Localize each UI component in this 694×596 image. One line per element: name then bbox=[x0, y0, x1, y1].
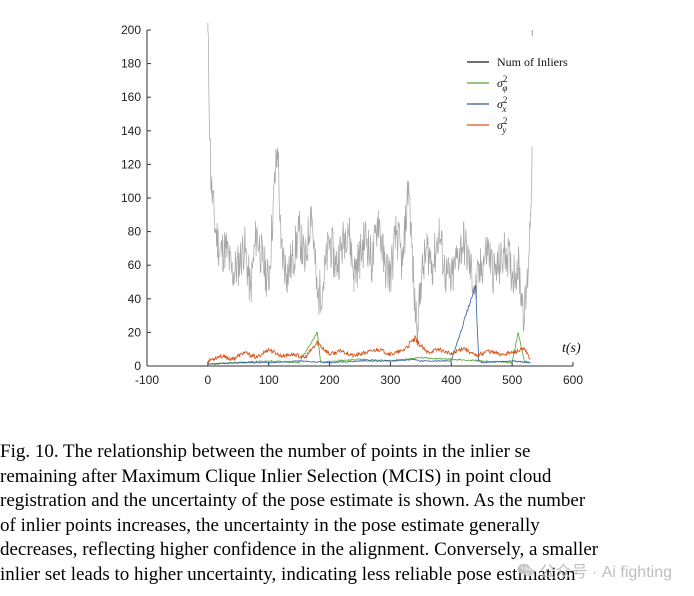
watermark: 公众号 · Ai fighting bbox=[517, 558, 673, 582]
legend-superscript: 2 bbox=[503, 116, 508, 126]
x-tick-label: -100 bbox=[135, 373, 159, 387]
legend-superscript: 2 bbox=[503, 95, 508, 105]
wechat-icon bbox=[517, 563, 534, 577]
caption-line: inlier set leads to higher uncertainty, … bbox=[0, 563, 576, 585]
caption-line: remaining after Maximum Clique Inlier Se… bbox=[0, 465, 552, 487]
series-line-2 bbox=[207, 285, 531, 365]
legend-subscript: φ bbox=[502, 83, 507, 93]
chart-series-layer bbox=[207, 22, 533, 366]
y-tick-label: 160 bbox=[121, 90, 141, 104]
legend-label-3: σ2 y bbox=[497, 116, 507, 135]
x-tick-label: 300 bbox=[380, 373, 400, 387]
y-tick-label: 0 bbox=[134, 359, 141, 373]
y-tick-label: 20 bbox=[128, 325, 142, 339]
x-tick-label: 600 bbox=[563, 373, 583, 387]
chart-axes: -100 0 100 200 300 400 500 60002040608010012014… bbox=[121, 23, 583, 387]
caption-line: registration and the uncertainty of the … bbox=[0, 490, 586, 511]
caption-line: of inlier points increases, the uncertai… bbox=[0, 514, 540, 536]
caption-line: decreases, reflecting higher confidence … bbox=[0, 539, 599, 560]
x-tick-label: 100 bbox=[259, 373, 279, 387]
y-tick-label: 180 bbox=[121, 57, 141, 71]
legend-label-1: σ2 φ bbox=[497, 74, 507, 93]
watermark-text: 公众号 · Ai fighting bbox=[539, 564, 673, 581]
legend-sigma: σ bbox=[497, 97, 504, 111]
y-tick-label: 140 bbox=[121, 124, 141, 138]
y-tick-label: 80 bbox=[128, 225, 142, 239]
figure-caption: Fig. 10. The relationship between the nu… bbox=[0, 440, 694, 587]
legend-sigma: σ bbox=[497, 76, 504, 90]
x-axis-title: t(s) bbox=[562, 341, 581, 356]
legend-sigma: σ bbox=[497, 118, 504, 132]
series-line-0 bbox=[207, 22, 533, 343]
y-tick-label: 40 bbox=[128, 292, 142, 306]
series-line-3 bbox=[207, 334, 531, 363]
y-tick-label: 100 bbox=[121, 191, 141, 205]
series-line-1 bbox=[207, 331, 531, 366]
legend-subscript: x bbox=[501, 104, 506, 114]
x-tick-label: 0 bbox=[205, 373, 212, 387]
y-tick-label: 120 bbox=[121, 157, 141, 171]
legend-label-2: σ2 x bbox=[497, 95, 507, 114]
inlier-uncertainty-chart: -100 0 100 200 300 400 500 60002040608010012014… bbox=[121, 22, 583, 387]
x-tick-label: 200 bbox=[320, 373, 340, 387]
x-tick-label: 400 bbox=[441, 373, 461, 387]
legend-label-0: Num of Inliers bbox=[497, 55, 568, 69]
x-tick-label: 500 bbox=[502, 373, 522, 387]
y-tick-label: 60 bbox=[128, 258, 142, 272]
legend-superscript: 2 bbox=[503, 74, 508, 84]
legend-subscript: y bbox=[501, 125, 506, 135]
y-tick-label: 200 bbox=[121, 23, 141, 37]
caption-line: Fig. 10. The relationship between the nu… bbox=[0, 441, 531, 462]
